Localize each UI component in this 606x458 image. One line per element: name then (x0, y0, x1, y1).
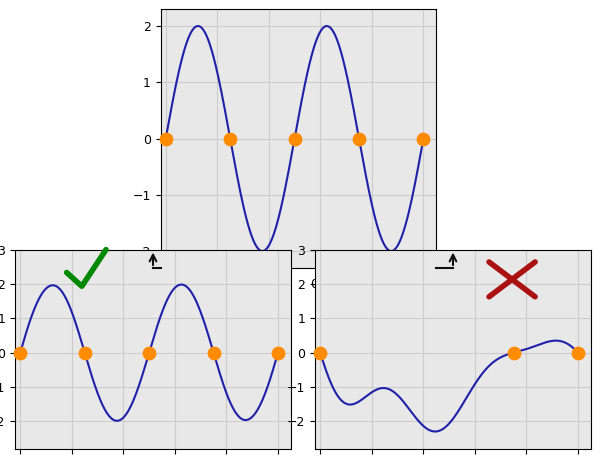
Point (573, 349, 583, 356)
Point (208, 349, 218, 356)
Point (144, 349, 154, 356)
Point (316, 349, 325, 356)
Point (16, 349, 25, 356)
Point (80, 349, 90, 356)
Point (290, 135, 299, 142)
Point (508, 349, 518, 356)
Point (225, 135, 235, 142)
Point (419, 135, 428, 142)
Point (354, 135, 364, 142)
Point (273, 349, 283, 356)
Point (161, 135, 171, 142)
